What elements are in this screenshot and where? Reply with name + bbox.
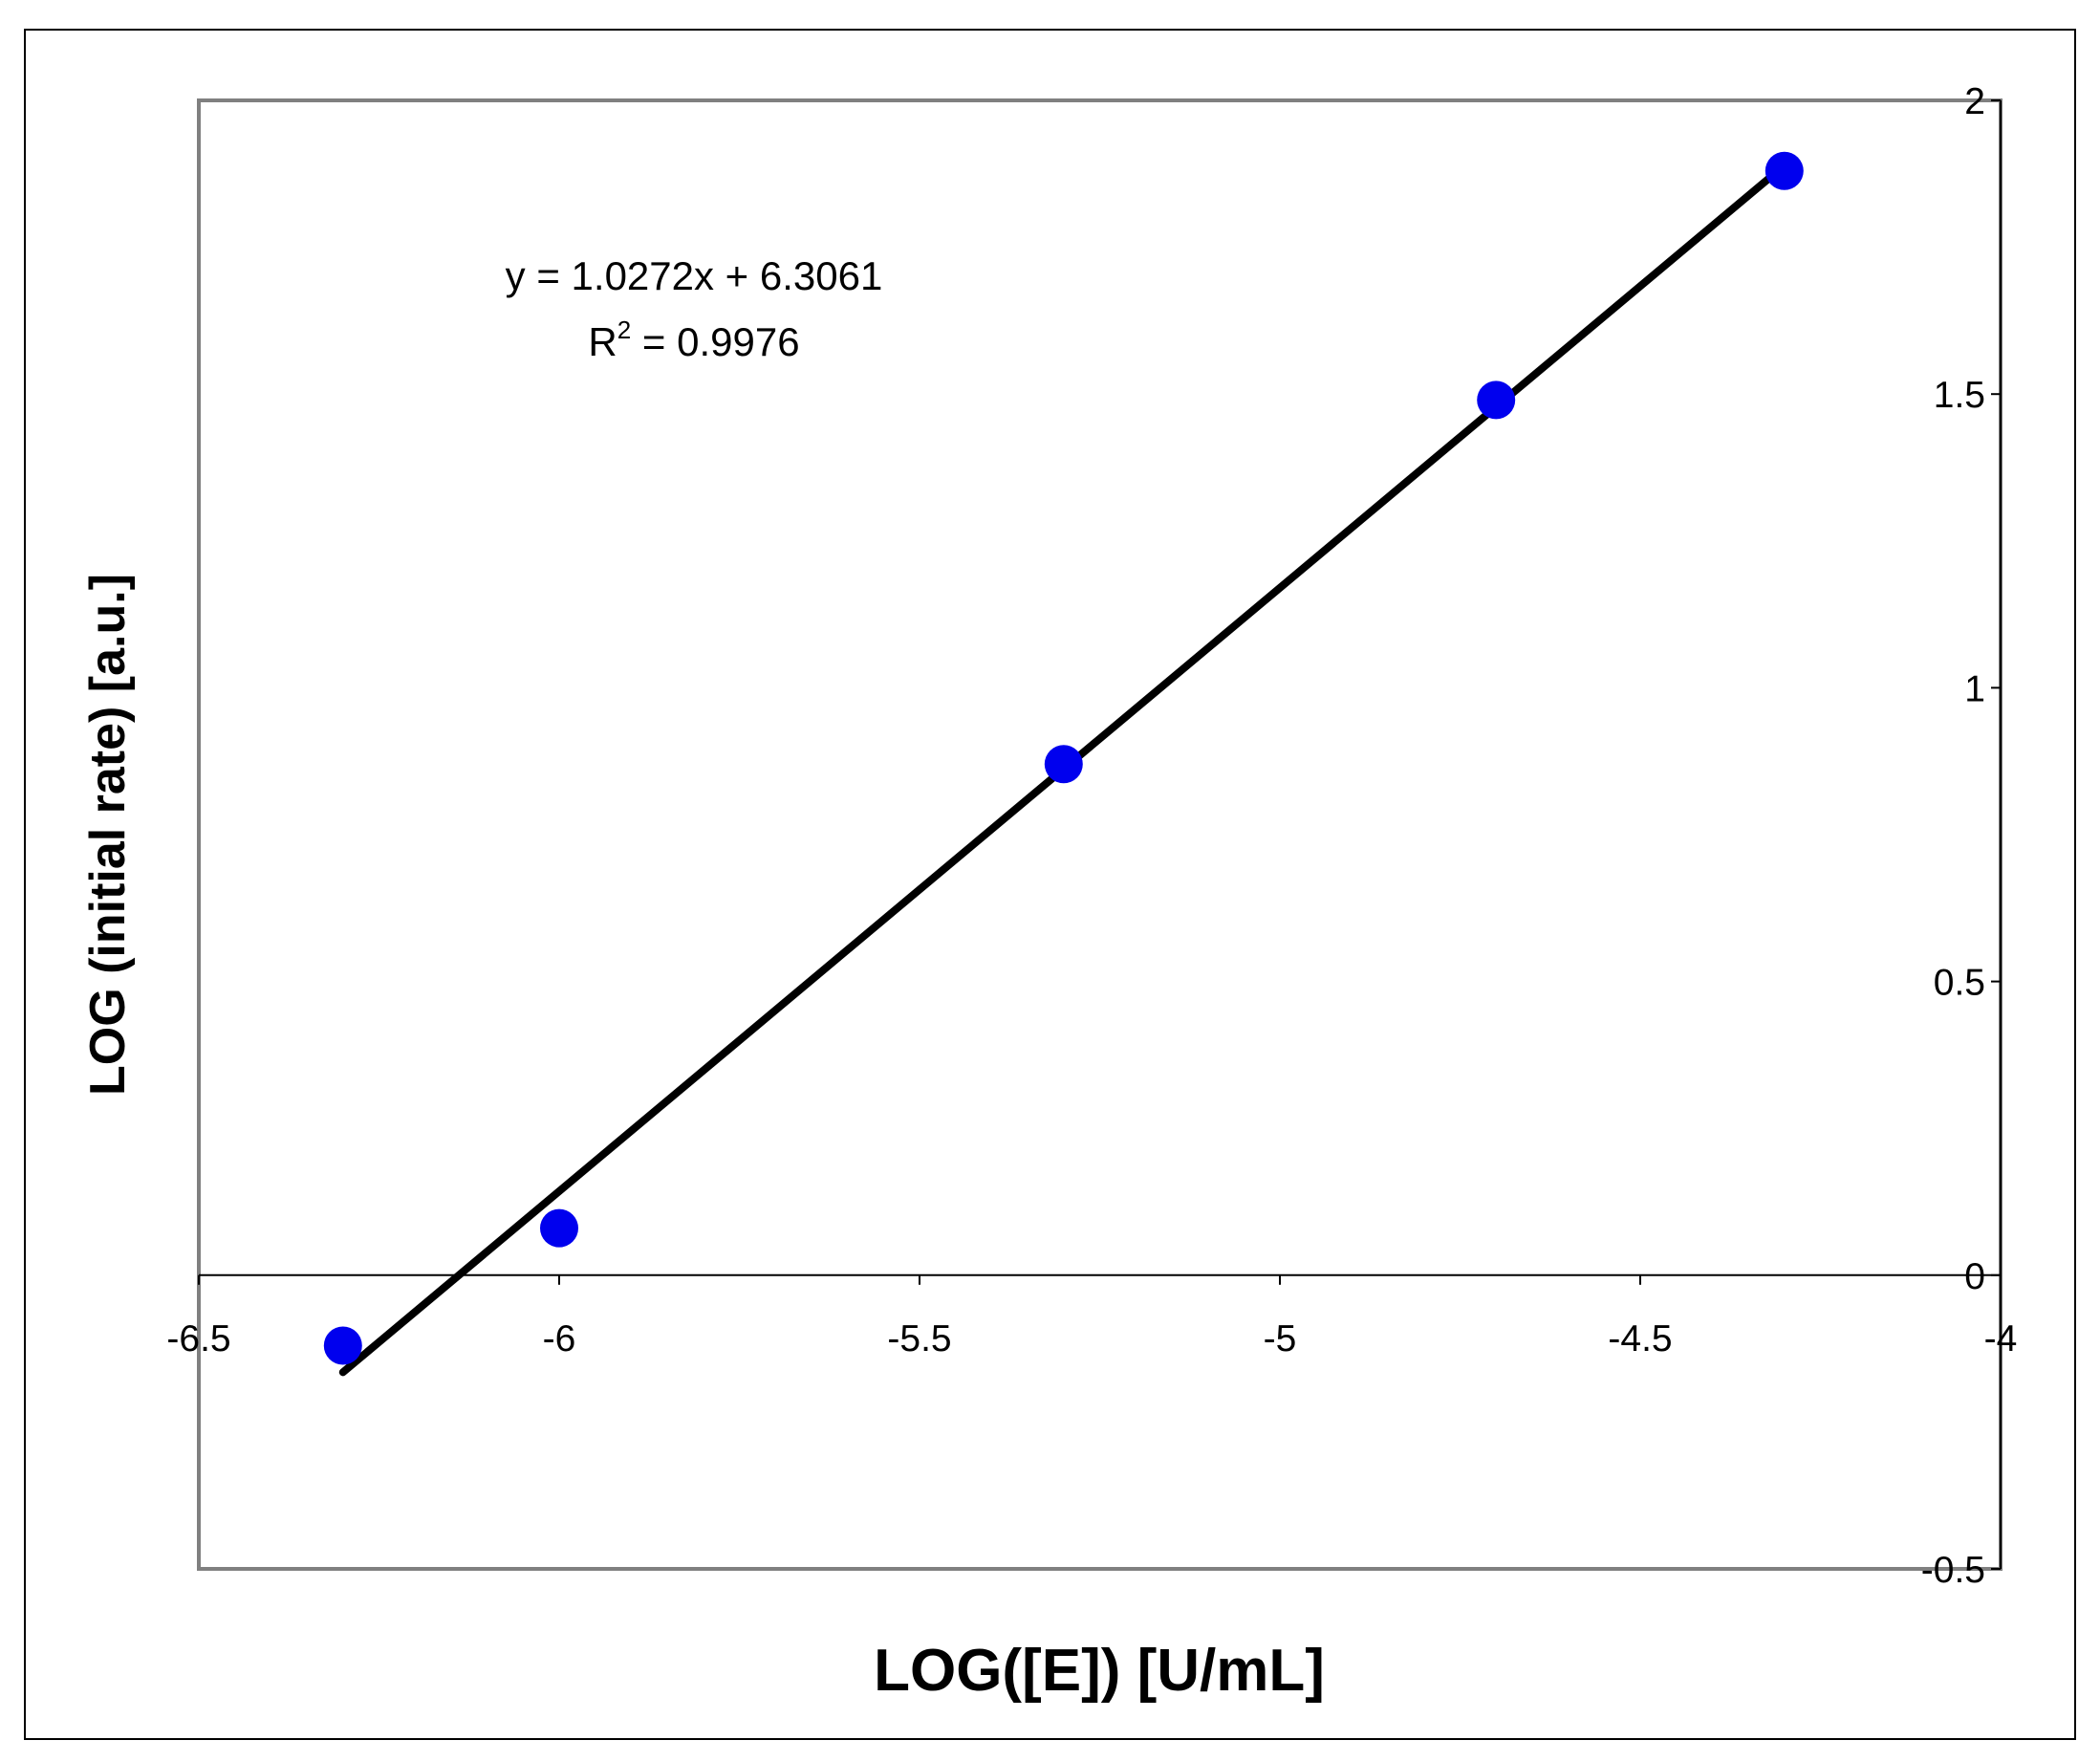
y-tick-label: 1 [1964, 668, 1985, 709]
y-tick-label: 1.5 [1934, 375, 1985, 416]
y-tick-label: -0.5 [1921, 1550, 1985, 1591]
data-point [1764, 151, 1804, 190]
y-tick-label: 0.5 [1934, 963, 1985, 1004]
data-point [540, 1208, 578, 1248]
x-axis-ticks: -6.5 -6 -5.5 -5 -4.5 -4 [166, 1274, 2018, 1360]
data-point [323, 1326, 362, 1365]
x-axis-title: LOG([E]) [U/mL] [874, 1638, 1325, 1704]
data-point [1044, 745, 1083, 784]
data-point [1477, 381, 1516, 420]
x-tick-label: -5 [1264, 1318, 1297, 1360]
r-squared-label: R2 = 0.9976 [588, 315, 799, 364]
trendline-equation: y = 1.0272x + 6.3061 [506, 253, 883, 298]
x-tick-label: -5.5 [887, 1318, 951, 1360]
x-tick-label: -4.5 [1608, 1318, 1672, 1360]
plot-area [197, 98, 2003, 1571]
r2-prefix: R [588, 319, 617, 364]
r2-superscript: 2 [617, 315, 631, 344]
r2-value: = 0.9976 [631, 319, 799, 364]
y-tick-label: 0 [1964, 1256, 1985, 1297]
x-tick-label: -4 [1984, 1318, 2018, 1360]
x-tick-label: -6 [543, 1318, 576, 1360]
y-tick-label: 2 [1964, 81, 1985, 122]
y-axis-title: LOG (initial rate) [a.u.] [80, 574, 136, 1096]
x-tick-label: -6.5 [166, 1318, 230, 1360]
y-axis-ticks: -0.5 0 0.5 1 1.5 2 [1921, 81, 2001, 1591]
data-points [323, 151, 1804, 1365]
